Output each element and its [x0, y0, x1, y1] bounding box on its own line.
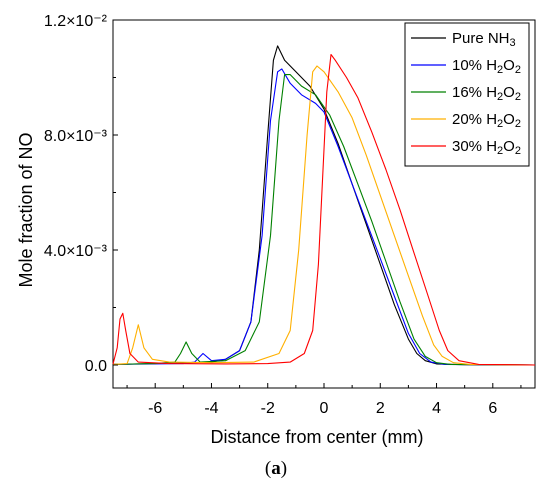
x-axis-ticks: -6 -4 -2 0 2 4 6 [126, 383, 522, 417]
caption-open: ( [265, 458, 271, 479]
caption-close: ) [281, 458, 287, 479]
legend-label: Pure NH3 [452, 30, 516, 49]
legend-label: 16% H2O2 [452, 84, 521, 103]
series-line-3 [112, 74, 536, 366]
y-tick-label: 1.2×10⁻² [44, 13, 108, 30]
x-tick-label: 4 [432, 400, 441, 417]
x-tick-label: 0 [320, 400, 329, 417]
legend-label: 20% H2O2 [452, 111, 521, 130]
x-tick-label: 6 [488, 400, 497, 417]
y-tick-label: 8.0×10⁻³ [44, 128, 108, 145]
series-line-5 [112, 53, 536, 366]
y-tick-label: 4.0×10⁻³ [44, 243, 108, 260]
legend-items: Pure NH3 10% H2O2 16% H2O2 20% H2O2 30% H2O2 [411, 30, 521, 157]
series-line-2 [112, 68, 536, 366]
legend-box [404, 22, 530, 167]
y-axis-title: Mole fraction of NO [16, 132, 36, 287]
caption-letter: a [271, 458, 281, 479]
legend: Pure NH3 10% H2O2 16% H2O2 20% H2O2 30% H2O2 [404, 22, 530, 167]
x-tick-label: -2 [261, 400, 275, 417]
legend-label: 30% H2O2 [452, 138, 521, 157]
x-tick-label: -6 [148, 400, 162, 417]
y-tick-label: 0.0 [85, 358, 107, 375]
figure-caption: (a) [265, 458, 287, 479]
x-tick-label: -4 [204, 400, 218, 417]
legend-label: 10% H2O2 [452, 57, 521, 76]
x-axis-title: Distance from center (mm) [210, 427, 423, 447]
series-curves [112, 45, 536, 366]
plot-area: -6 -4 -2 0 2 4 6 0.0 4.0×10⁻³ 8.0×10⁻³ 1.2×10⁻² [44, 13, 536, 417]
x-tick-label: 2 [376, 400, 385, 417]
y-axis-ticks: 0.0 4.0×10⁻³ 8.0×10⁻³ 1.2×10⁻² [44, 13, 118, 375]
series-line-4 [112, 65, 536, 366]
